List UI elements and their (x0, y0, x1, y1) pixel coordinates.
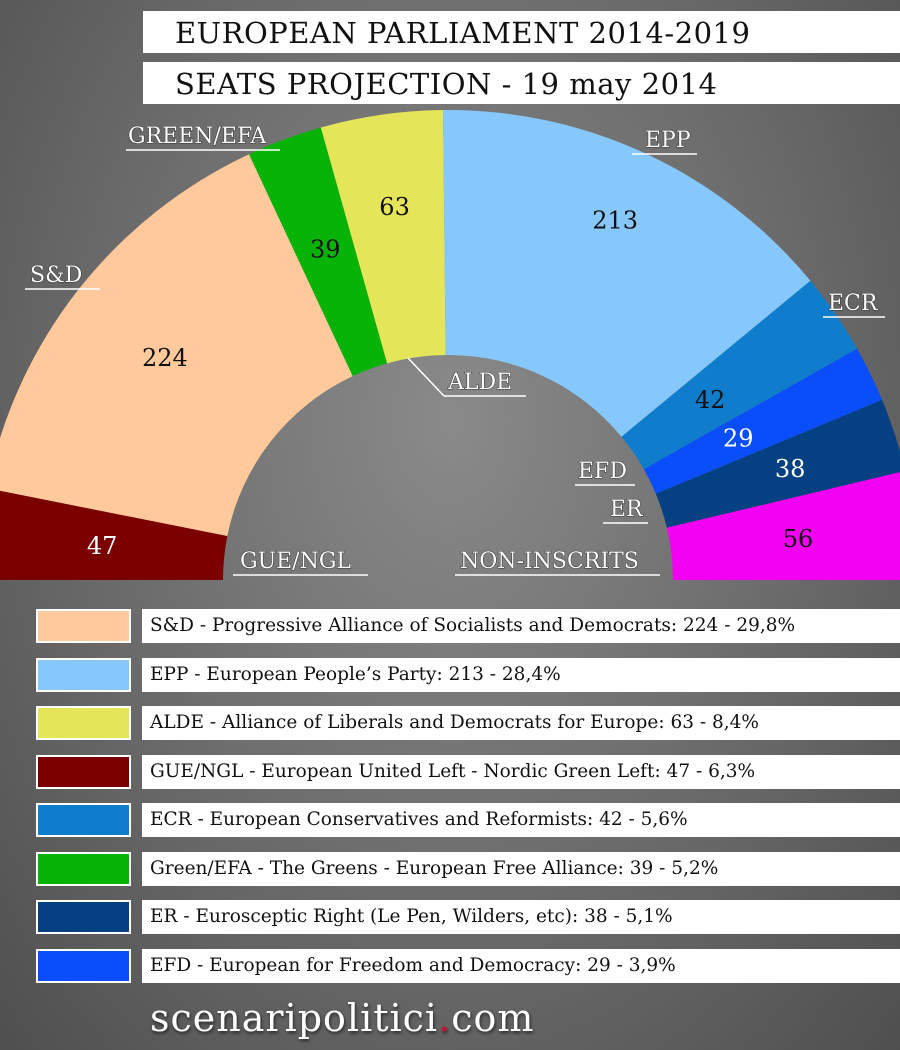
legend-row: EPP - European People’s Party: 213 - 28,… (36, 657, 900, 692)
legend-label: ALDE - Alliance of Liberals and Democrat… (142, 706, 900, 740)
legend-swatch (36, 706, 131, 740)
slice-ecr (621, 280, 858, 470)
value-label-green-efa: 39 (310, 236, 341, 264)
value-label-alde: 63 (379, 193, 410, 221)
slice-alde (320, 110, 446, 364)
series-label-er: ER (610, 497, 644, 522)
series-label-green-efa: GREEN/EFA (128, 124, 267, 149)
legend-swatch (36, 803, 131, 837)
series-label-sandd: S&D (30, 263, 82, 288)
legend-label: ER - Eurosceptic Right (Le Pen, Wilders,… (142, 900, 900, 934)
legend-row: S&D - Progressive Alliance of Socialists… (36, 609, 900, 643)
legend-label: S&D - Progressive Alliance of Socialists… (142, 609, 900, 643)
legend-label: EPP - European People’s Party: 213 - 28,… (142, 657, 900, 692)
series-label-alde: ALDE (447, 370, 512, 395)
legend-label: EFD - European for Freedom and Democracy… (142, 948, 900, 983)
slice-sandd (0, 154, 353, 537)
legend-row: EFD - European for Freedom and Democracy… (36, 948, 900, 983)
legend-row: Green/EFA - The Greens - European Free A… (36, 851, 900, 886)
value-label-efd: 29 (723, 424, 754, 452)
legend-label: Green/EFA - The Greens - European Free A… (142, 851, 900, 886)
legend-swatch (36, 609, 131, 643)
value-label-non-inscrits: 56 (783, 525, 814, 553)
legend-swatch (36, 657, 131, 692)
legend-row: ECR - European Conservatives and Reformi… (36, 803, 900, 837)
legend-row: ALDE - Alliance of Liberals and Democrat… (36, 706, 900, 740)
legend-swatch (36, 900, 131, 934)
series-label-non-inscrits: NON-INSCRITS (460, 549, 639, 574)
value-label-epp: 213 (592, 206, 638, 234)
legend-label: ECR - European Conservatives and Reformi… (142, 803, 900, 837)
footer-site-name: scenaripolitici (150, 996, 439, 1040)
value-label-ecr: 42 (695, 386, 726, 414)
footer-domain: com (451, 996, 535, 1040)
slice-gue-ngl (0, 490, 228, 580)
slice-green-efa (249, 127, 388, 377)
value-label-sandd: 224 (142, 344, 188, 372)
chart-subtitle: SEATS PROJECTION - 19 may 2014 (143, 62, 900, 104)
legend-row: ER - Eurosceptic Right (Le Pen, Wilders,… (36, 900, 900, 934)
series-label-efd: EFD (578, 459, 627, 484)
slice-er (655, 399, 900, 528)
hemicycle-chart: GUE/NGL S&D GREEN/EFA ALDE EPP ECR EFD ER NON-IN… (0, 110, 900, 580)
slice-efd (643, 348, 883, 494)
legend-swatch (36, 948, 131, 983)
series-label-ecr: ECR (828, 291, 879, 316)
slice-epp (443, 110, 811, 437)
value-label-gue-ngl: 47 (87, 532, 118, 560)
series-label-epp: EPP (645, 128, 691, 153)
slice-non-inscrits (666, 472, 900, 580)
chart-title: EUROPEAN PARLIAMENT 2014-2019 (143, 11, 900, 53)
legend-row: GUE/NGL - European United Left - Nordic … (36, 754, 900, 789)
legend-swatch (36, 754, 131, 789)
legend-label: GUE/NGL - European United Left - Nordic … (142, 754, 900, 789)
footer-credit: scenaripolitici.com (150, 996, 534, 1040)
legend-swatch (36, 851, 131, 886)
value-label-er: 38 (775, 455, 806, 483)
callout-leader-alde (407, 357, 445, 397)
footer-dot: . (438, 996, 452, 1040)
series-label-gue-ngl: GUE/NGL (240, 549, 351, 574)
